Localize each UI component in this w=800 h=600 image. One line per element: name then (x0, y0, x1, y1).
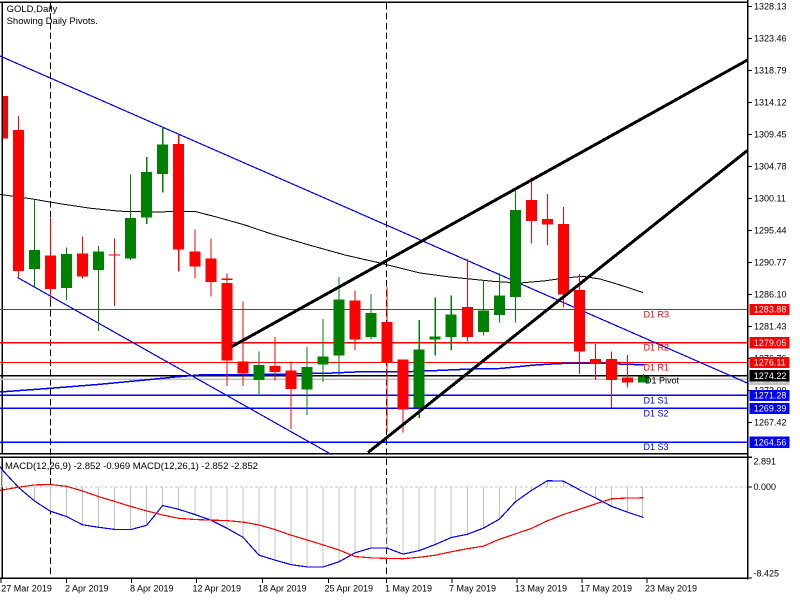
svg-text:23 May 2019: 23 May 2019 (645, 584, 697, 594)
svg-text:1269.39: 1269.39 (754, 404, 787, 414)
svg-text:2.891: 2.891 (754, 457, 777, 467)
svg-text:1276.11: 1276.11 (754, 358, 786, 368)
svg-text:1304.78: 1304.78 (754, 162, 787, 172)
svg-text:MACD(12,26,9) -2.852 -0.969 MA: MACD(12,26,9) -2.852 -0.969 MACD(12,26,1… (5, 461, 258, 472)
svg-text:1314.12: 1314.12 (754, 98, 787, 108)
svg-text:1300.11: 1300.11 (754, 194, 786, 204)
svg-text:D1 Pivot: D1 Pivot (645, 376, 680, 386)
svg-text:1328.13: 1328.13 (754, 2, 787, 12)
svg-text:D1 S3: D1 S3 (644, 442, 669, 452)
svg-text:1286.10: 1286.10 (754, 290, 787, 300)
svg-text:1283.88: 1283.88 (754, 305, 787, 315)
svg-text:25 Apr 2019: 25 Apr 2019 (325, 584, 374, 594)
svg-text:D1 R3: D1 R3 (644, 309, 670, 319)
svg-text:1281.43: 1281.43 (754, 322, 787, 332)
svg-text:1274.22: 1274.22 (754, 371, 787, 381)
svg-text:D1 R2: D1 R2 (644, 343, 670, 353)
svg-text:1290.77: 1290.77 (754, 258, 787, 268)
svg-text:1271.28: 1271.28 (754, 391, 787, 401)
svg-text:1309.45: 1309.45 (754, 130, 787, 140)
svg-text:-8.425: -8.425 (754, 568, 780, 578)
svg-text:D1 S1: D1 S1 (644, 395, 669, 405)
svg-text:8 Apr 2019: 8 Apr 2019 (130, 584, 174, 594)
svg-text:1 May 2019: 1 May 2019 (385, 584, 432, 594)
svg-text:7 May 2019: 7 May 2019 (449, 584, 496, 594)
svg-text:1295.44: 1295.44 (754, 226, 787, 236)
svg-text:1279.05: 1279.05 (754, 338, 787, 348)
svg-text:1323.46: 1323.46 (754, 34, 787, 44)
svg-text:GOLD,Daily: GOLD,Daily (7, 4, 58, 15)
svg-text:Showing Daily Pivots.: Showing Daily Pivots. (7, 16, 98, 27)
svg-text:D1 S2: D1 S2 (644, 408, 669, 418)
svg-text:18 Apr 2019: 18 Apr 2019 (258, 584, 307, 594)
svg-text:1318.79: 1318.79 (754, 66, 787, 76)
svg-text:0.000: 0.000 (754, 482, 777, 492)
svg-text:13 May 2019: 13 May 2019 (515, 584, 567, 594)
svg-text:12 Apr 2019: 12 Apr 2019 (193, 584, 242, 594)
svg-text:D1 R1: D1 R1 (644, 362, 670, 372)
svg-text:17 May 2019: 17 May 2019 (580, 584, 632, 594)
svg-text:1264.56: 1264.56 (754, 438, 787, 448)
svg-text:27 Mar 2019: 27 Mar 2019 (1, 584, 52, 594)
svg-text:1267.42: 1267.42 (754, 418, 787, 428)
svg-text:2 Apr 2019: 2 Apr 2019 (65, 584, 109, 594)
